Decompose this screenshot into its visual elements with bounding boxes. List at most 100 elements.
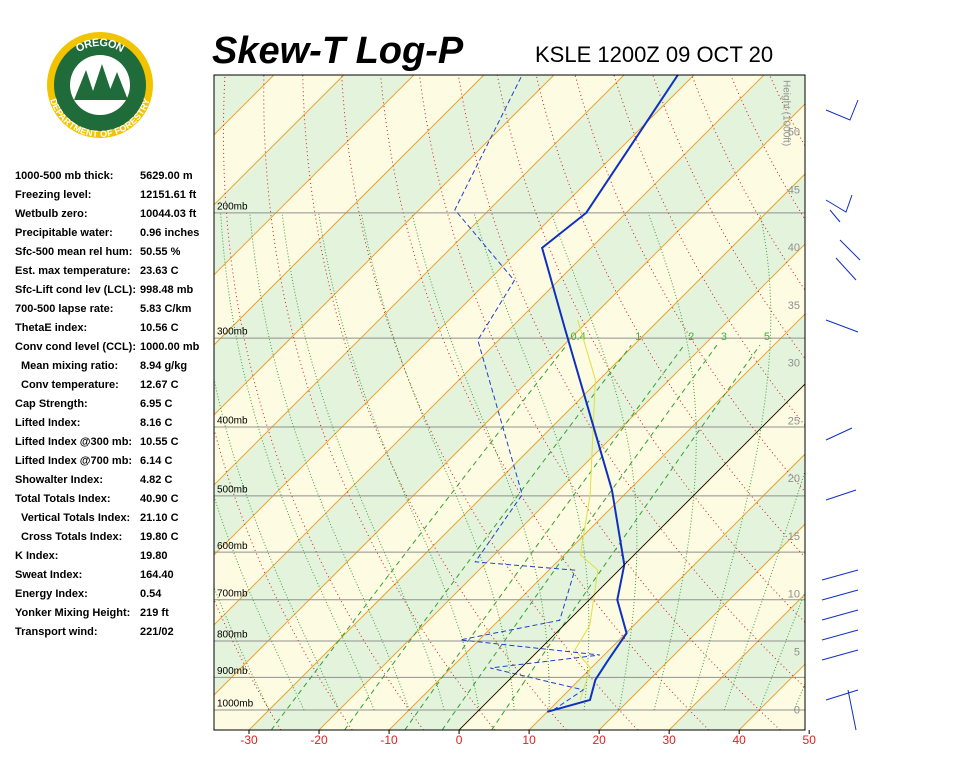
mixing-ratio-label: 3 [721, 331, 727, 343]
mixing-ratio-line [344, 344, 632, 730]
moist-adiabat [864, 213, 960, 710]
height-label: 20 [788, 473, 800, 485]
pressure-label: 700mb [217, 588, 248, 599]
moist-adiabat [214, 494, 305, 711]
zero-isotherm [458, 383, 805, 730]
dry-adiabat [807, 73, 960, 730]
x-tick-label: 10 [522, 733, 536, 747]
index-label: Sfc-500 mean rel hum: [15, 246, 132, 258]
index-value: 19.80 [140, 550, 168, 562]
isotherm [248, 173, 805, 730]
height-label: 50 [788, 127, 800, 139]
index-label: Cap Strength: [15, 398, 88, 410]
index-label: Transport wind: [15, 626, 98, 638]
dry-adiabat [214, 598, 282, 730]
moist-adiabat [220, 212, 375, 711]
moist-adiabat [899, 213, 960, 710]
index-label: Yonker Mixing Height: [15, 607, 130, 619]
height-label: 25 [788, 415, 800, 427]
dry-adiabat [302, 75, 567, 730]
mixing-ratio-line [441, 344, 718, 730]
moist-adiabat [411, 212, 550, 710]
moist-adiabat [249, 212, 410, 711]
isotherm [214, 75, 625, 486]
x-tick-label: -20 [310, 733, 328, 747]
logo-top: OREGON [74, 37, 126, 55]
moist-adiabat [214, 586, 270, 711]
isotherm [214, 75, 415, 276]
isotherm [809, 75, 960, 730]
mixing-ratio-label: 0.4 [570, 331, 585, 343]
moist-adiabat [829, 213, 960, 710]
height-label: 35 [788, 300, 800, 312]
x-tick-label: -10 [380, 733, 398, 747]
index-label: Sfc-Lift cond lev (LCL): [15, 284, 136, 296]
index-label: Cross Totals Index: [21, 531, 122, 543]
index-value: 50.55 % [140, 246, 181, 258]
dry-adiabat [846, 73, 960, 730]
index-value: 998.48 mb [140, 284, 193, 296]
mixing-ratio-line [491, 344, 761, 730]
index-value: 219 ft [140, 607, 169, 619]
moist-adiabat [647, 212, 697, 711]
x-tick-label: -30 [240, 733, 258, 747]
index-value: 8.94 g/kg [140, 360, 187, 372]
height-label: 0 [794, 704, 800, 716]
station: KSLE 1200Z 09 OCT 20 [535, 42, 773, 67]
pressure-label: 200mb [217, 201, 248, 212]
isotherm [214, 103, 805, 696]
index-value: 19.80 C [140, 531, 179, 543]
wind-barbs [821, 75, 861, 731]
index-value: 10.56 C [140, 322, 179, 334]
index-value: 0.96 inches [140, 227, 199, 239]
index-label: Est. max temperature: [15, 265, 131, 277]
index-label: K Index: [15, 550, 58, 562]
index-value: 21.10 C [140, 512, 179, 524]
index-label: Lifted Index @700 mb: [15, 455, 132, 467]
height-label: 5 [794, 647, 800, 659]
index-label: Total Totals Index: [15, 493, 111, 505]
index-value: 10.55 C [140, 436, 179, 448]
index-label: Mean mixing ratio: [21, 360, 118, 372]
plot-frame [213, 74, 806, 731]
logo: OREGON DEPARTMENT OF FORESTRY [47, 32, 153, 139]
plot: 0.4 1 2 3 5 [214, 73, 960, 730]
index-value: 6.95 C [140, 398, 172, 410]
index-value: 12.67 C [140, 379, 179, 391]
isotherm [214, 75, 345, 206]
pressure-label: 1000mb [217, 699, 254, 710]
index-label: Sweat Index: [15, 569, 82, 581]
index-label: Lifted Index: [15, 417, 80, 429]
index-label: Vertical Totals Index: [21, 512, 130, 524]
mixing-ratio-line [404, 344, 685, 730]
index-label: Showalter Index: [15, 474, 103, 486]
dry-adiabat [222, 75, 424, 730]
height-label: 40 [788, 242, 800, 254]
moist-adiabat [360, 212, 515, 711]
index-label: Wetbulb zero: [15, 208, 88, 220]
height-label: 45 [788, 184, 800, 196]
x-tick-label: 40 [732, 733, 746, 747]
x-tick-label: 50 [803, 733, 817, 747]
moist-adiabat [214, 376, 340, 711]
dewpoint-profile [454, 75, 600, 711]
index-label: ThetaE index: [15, 322, 87, 334]
dry-adiabat [214, 427, 353, 730]
index-value: 4.82 C [140, 474, 172, 486]
isotherm [214, 75, 485, 346]
index-label: Energy Index: [15, 588, 88, 600]
title: Skew-T Log-P [212, 30, 464, 72]
moist-adiabat [281, 212, 445, 711]
height-label: 10 [788, 589, 800, 601]
height-label: 30 [788, 358, 800, 370]
indices: 1000-500 mb thick: 5629.00 m Freezing leve… [15, 170, 200, 638]
index-label: Conv cond level (CCL): [15, 341, 136, 353]
pressure-label: 900mb [217, 666, 248, 677]
dry-adiabat [341, 75, 638, 730]
green-band [809, 75, 960, 730]
pressure-label: 400mb [217, 416, 248, 427]
index-label: 1000-500 mb thick: [15, 170, 113, 182]
pressure-label: 800mb [217, 630, 248, 641]
isotherm [214, 75, 555, 416]
height-axis-title: Height (1000ft) [780, 80, 791, 146]
